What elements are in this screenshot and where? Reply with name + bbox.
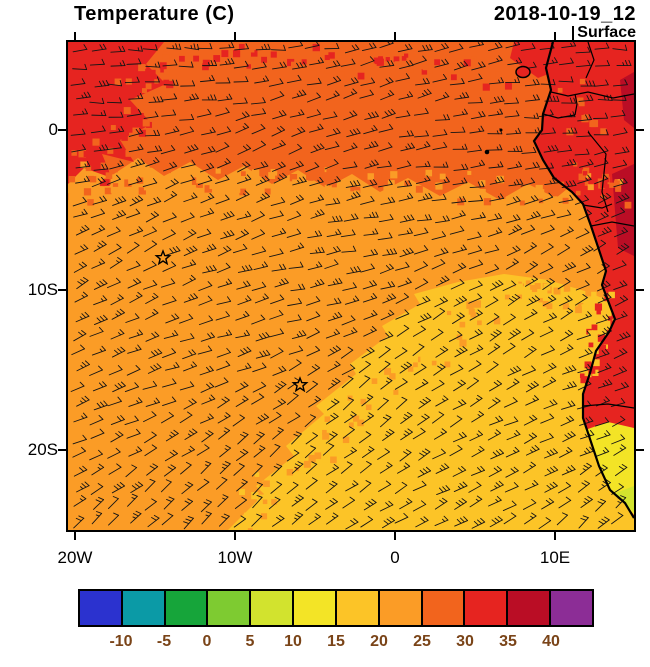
north-warm-band	[68, 42, 634, 200]
axis-tick	[394, 32, 396, 40]
colorbar-cell-1	[122, 591, 166, 625]
country-borders	[542, 42, 634, 409]
colorbar-tick-label: 30	[456, 633, 474, 650]
colorbar-cell-6	[336, 591, 380, 625]
page-title: Temperature (C)	[74, 3, 235, 25]
colorbar-cell-2	[165, 591, 209, 625]
bioko-island	[515, 65, 531, 79]
coastline	[532, 42, 634, 519]
colorbar-cell-5	[294, 591, 337, 625]
level-label: Surface	[572, 24, 636, 42]
lon-label-10e: 10E	[539, 548, 571, 567]
axis-tick	[554, 32, 556, 40]
colorbar-tick-label: 0	[202, 633, 212, 650]
corner-tick	[572, 25, 575, 41]
star-marker-2	[291, 376, 309, 393]
axis-tick	[636, 289, 644, 291]
lat-label-20s: 20S	[27, 440, 58, 459]
colorbar-cell-8	[422, 591, 466, 625]
axis-tick	[234, 32, 236, 40]
wind-barbs	[70, 42, 632, 530]
colorbar-cell-0	[80, 591, 123, 625]
axis-tick	[74, 532, 76, 540]
colorbar-cell-4	[251, 591, 295, 625]
colorbar-cell-10	[508, 591, 552, 625]
axis-tick	[636, 129, 644, 131]
lat-label-10s: 10S	[27, 280, 58, 299]
lon-label-20w: 20W	[57, 548, 93, 567]
land-region	[534, 42, 634, 518]
axis-tick	[58, 289, 66, 291]
namib-coolest-wedge	[613, 486, 634, 512]
colorbar-cell-11	[551, 591, 592, 625]
star-marker-1	[154, 249, 172, 266]
valid-datetime: 2018-10-19_12	[493, 3, 636, 25]
colorbar-labels: -10 -5 0 5 10 15 20 25 30 35 40	[78, 633, 594, 655]
colorbar-tick-label: 25	[413, 633, 431, 650]
temperature-map	[68, 42, 634, 530]
lon-label-10w: 10W	[217, 548, 253, 567]
southeast-cool-region	[228, 274, 634, 530]
axis-tick	[234, 532, 236, 540]
colorbar-tick-label: 35	[499, 633, 517, 650]
axis-tick	[74, 32, 76, 40]
axis-tick	[394, 532, 396, 540]
inland-hottest-patch-1	[620, 72, 634, 128]
axis-tick	[58, 449, 66, 451]
colorbar-tick-label: 40	[542, 633, 560, 650]
principe-island-dot	[499, 128, 503, 132]
colorbar	[78, 589, 594, 627]
level-text: Surface	[577, 24, 636, 41]
map-plot-area	[66, 40, 636, 532]
colorbar-cell-3	[208, 591, 252, 625]
dither-speckles	[68, 42, 632, 530]
lon-label-0: 0	[390, 548, 400, 567]
lat-label-0: 0	[48, 120, 58, 139]
axis-tick	[636, 449, 644, 451]
axis-tick	[554, 532, 556, 540]
colorbar-tick-label: 5	[245, 633, 255, 650]
axis-tick	[58, 129, 66, 131]
colorbar-tick-label: 15	[327, 633, 345, 650]
sao-tome-island-dot	[484, 149, 490, 155]
colorbar-tick-label: -10	[109, 633, 133, 650]
colorbar-tick-label: 10	[284, 633, 302, 650]
colorbar-cell-9	[465, 591, 509, 625]
colorbar-cell-7	[379, 591, 423, 625]
colorbar-tick-label: -5	[156, 633, 172, 650]
colorbar-tick-label: 20	[370, 633, 388, 650]
